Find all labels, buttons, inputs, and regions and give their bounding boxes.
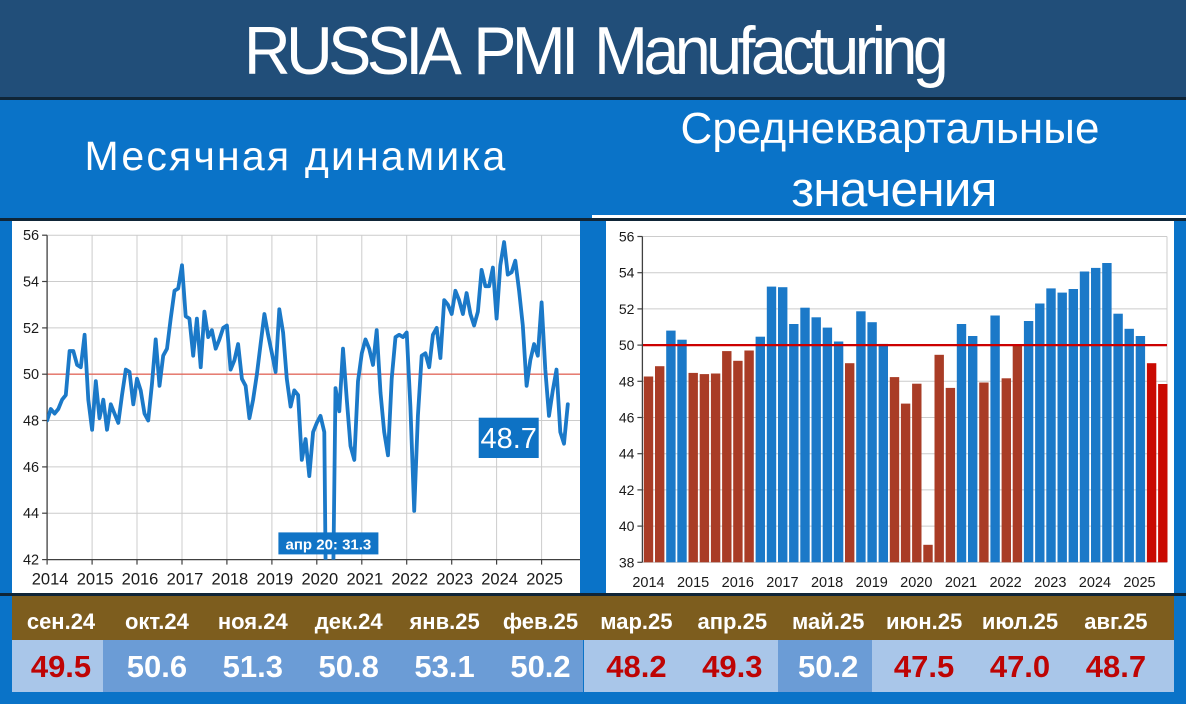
svg-text:38: 38 [619,554,635,570]
svg-text:2016: 2016 [722,574,754,590]
svg-text:54: 54 [23,274,39,290]
svg-text:46: 46 [619,409,635,425]
svg-text:2019: 2019 [257,570,294,588]
svg-text:2024: 2024 [481,570,518,588]
svg-text:48: 48 [23,413,39,429]
svg-text:50: 50 [23,367,39,383]
svg-text:2021: 2021 [346,570,383,588]
svg-text:2024: 2024 [1079,574,1111,590]
svg-text:2014: 2014 [32,570,69,588]
svg-text:2022: 2022 [391,570,428,588]
svg-text:2020: 2020 [900,574,932,590]
svg-text:2017: 2017 [167,570,204,588]
svg-text:2025: 2025 [526,570,563,588]
svg-text:46: 46 [23,459,39,475]
svg-text:2018: 2018 [212,570,249,588]
svg-text:56: 56 [619,228,635,244]
svg-text:54: 54 [619,264,635,280]
svg-text:2022: 2022 [989,574,1021,590]
svg-text:2020: 2020 [301,570,338,588]
svg-text:42: 42 [619,481,635,497]
svg-text:2016: 2016 [122,570,159,588]
svg-text:48.7: 48.7 [480,423,536,455]
svg-text:44: 44 [619,445,635,461]
svg-text:42: 42 [23,552,39,568]
svg-text:50: 50 [619,337,635,353]
svg-text:2023: 2023 [436,570,473,588]
svg-text:2014: 2014 [632,574,664,590]
svg-text:2017: 2017 [766,574,798,590]
svg-text:апр 20: 31.3: апр 20: 31.3 [286,536,372,553]
svg-text:44: 44 [23,506,39,522]
svg-text:48: 48 [619,373,635,389]
svg-text:2023: 2023 [1034,574,1066,590]
svg-text:2019: 2019 [856,574,888,590]
svg-text:2015: 2015 [77,570,114,588]
svg-text:52: 52 [619,300,635,316]
svg-text:2025: 2025 [1123,574,1155,590]
svg-text:2021: 2021 [945,574,977,590]
svg-text:40: 40 [619,518,635,534]
svg-text:2018: 2018 [811,574,843,590]
svg-text:52: 52 [23,320,39,336]
svg-text:56: 56 [23,228,39,244]
svg-text:2015: 2015 [677,574,709,590]
